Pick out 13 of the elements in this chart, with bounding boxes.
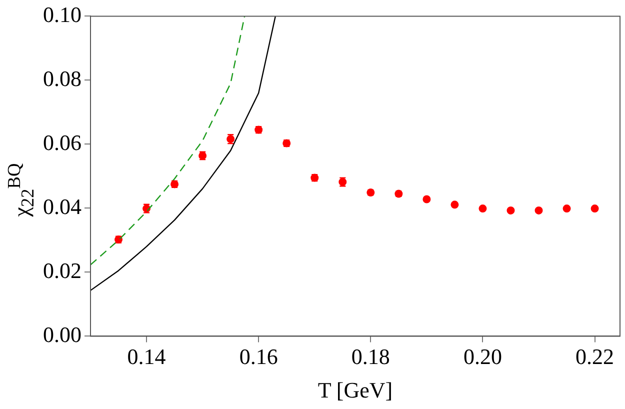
x-tick-label: 0.18 bbox=[351, 344, 390, 370]
x-tick-label: 0.22 bbox=[576, 344, 614, 370]
x-tick-label: 0.14 bbox=[127, 344, 166, 370]
y-tick-label: 0.04 bbox=[43, 194, 82, 219]
x-tick-label: 0.20 bbox=[463, 344, 502, 370]
y-tick-label: 0.00 bbox=[43, 322, 82, 347]
y-tick-label: 0.10 bbox=[43, 2, 82, 27]
x-axis-title: T [GeV] bbox=[318, 378, 393, 403]
y-tick-label: 0.02 bbox=[43, 258, 82, 283]
x-tick-label: 0.16 bbox=[239, 344, 278, 370]
line-series bbox=[90, 16, 246, 266]
y-tick-label: 0.08 bbox=[43, 66, 82, 91]
y-tick-label: 0.06 bbox=[43, 130, 82, 155]
